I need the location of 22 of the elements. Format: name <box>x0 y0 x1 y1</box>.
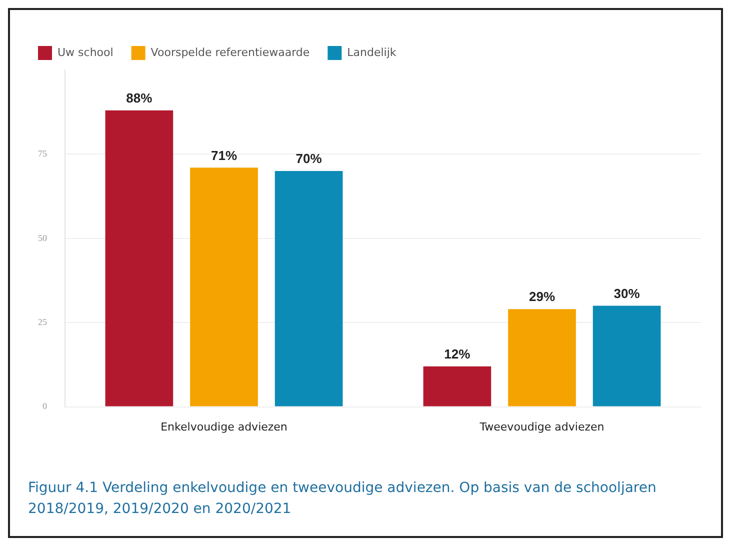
data-label: 71% <box>210 148 238 163</box>
bar <box>105 110 174 406</box>
data-label: 88% <box>126 90 153 106</box>
x-tick-label: Enkelvoudige adviezen <box>160 420 288 434</box>
legend-label: Voorspelde referentiewaarde <box>150 46 310 59</box>
bar <box>508 309 576 406</box>
legend-label: Landelijk <box>347 46 397 59</box>
data-label: 70% <box>296 151 322 166</box>
bar <box>274 171 343 406</box>
data-label: 30% <box>614 286 640 301</box>
y-tick-label: 25 <box>38 316 48 327</box>
legend-label: Uw school <box>58 46 114 59</box>
data-label: 29% <box>528 289 556 304</box>
y-tick-label: 0 <box>42 401 48 412</box>
bar <box>190 168 258 406</box>
y-tick-label: 50 <box>38 232 48 243</box>
x-tick-label: Tweevoudige adviezen <box>478 420 604 434</box>
bar <box>423 366 492 406</box>
bar <box>592 306 661 406</box>
y-tick-label: 75 <box>38 148 48 159</box>
data-label: 12% <box>444 346 471 362</box>
text: Figuur 4.1 Verdeling enkelvoudige en tweevoudige adviezen. Op basis van de schooljaren 2018/2019, 2019/2020 en 2020/2021 <box>28 479 658 519</box>
